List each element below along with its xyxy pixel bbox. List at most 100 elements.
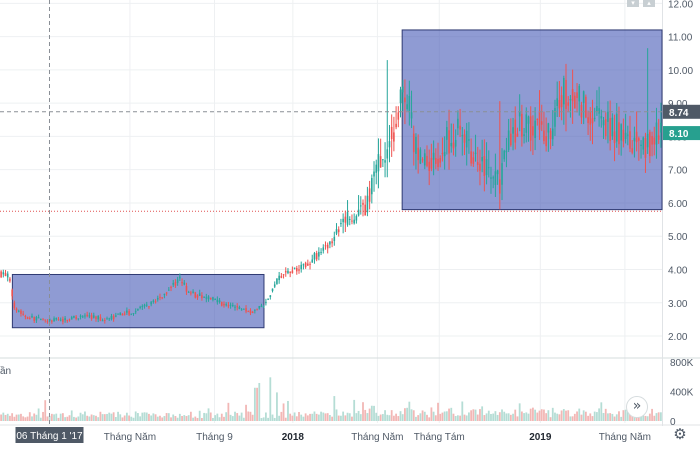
candle-body [428,161,430,171]
volume-bar [437,402,439,421]
candle-body [399,89,402,104]
volume-bar [154,414,157,421]
volume-bar [549,417,552,421]
volume-bar [306,415,309,421]
candle-body [545,136,547,147]
volume-bar [441,412,444,421]
candle-body [514,119,517,143]
candle-body [311,259,314,263]
candle-body [450,142,453,147]
volume-bar [417,415,420,421]
volume-bar [112,412,115,421]
candle-body [298,269,300,271]
volume-bar [42,411,44,421]
volume-bar [183,415,186,421]
volume-bar [600,402,603,421]
price-tick-label: 4.00 [668,265,688,276]
candle-body [31,315,33,318]
candle-body [547,123,550,133]
candle-body [17,310,20,312]
volume-bar [479,409,481,421]
candle-body [223,303,225,306]
volume-bar [174,416,177,421]
volume-label: ần [0,365,11,377]
volume-bar [125,412,128,421]
candle-body [132,312,135,314]
candle-body [589,111,592,125]
collapse-pane-icon[interactable]: ▾ [627,0,639,7]
volume-bar [229,414,232,421]
candle-body [70,317,73,320]
candle-body [46,321,49,323]
candle-body [382,159,384,161]
volume-bar [392,415,395,421]
volume-bar [15,414,18,421]
volume-bar [145,412,148,421]
candle-body [139,306,141,308]
volume-bar [430,407,433,421]
candle-body [232,304,234,306]
volume-bar [309,413,311,421]
volume-bar [558,414,561,421]
volume-bar [381,414,384,421]
candle-body [90,315,93,319]
volume-bar [626,411,629,421]
candle-body [192,291,194,293]
candle-body [393,132,395,142]
volume-bar [503,411,506,421]
candle-body [331,241,333,244]
volume-bar [439,413,442,421]
volume-bar [238,415,241,421]
volume-bar [251,414,254,421]
candle-body [159,296,161,298]
gear-icon[interactable]: ⚙ [673,425,687,443]
volume-bar [53,414,55,421]
volume-bar [218,417,221,421]
candle-body [640,144,642,147]
candle-body [633,137,636,142]
candle-body [278,275,280,281]
volume-bar [262,417,265,421]
volume-bar [485,413,488,421]
volume-bar [547,410,550,421]
candle-body [538,110,541,130]
candle-body [143,304,146,307]
candle-body [97,316,99,320]
volume-bar [452,413,455,421]
volume-bar [443,411,446,421]
volume-bar [461,401,464,421]
candle-body [106,318,108,320]
volume-bar [194,416,197,421]
candle-body [490,177,492,179]
candle-body [359,205,362,207]
volume-bar [6,413,9,421]
volume-bar [103,414,106,421]
maximize-pane-icon[interactable]: ▴ [643,0,655,7]
candle-body [432,152,435,160]
candle-body [196,295,199,298]
candle-body [92,315,95,318]
scroll-to-realtime-button[interactable]: » [626,396,648,418]
candle-body [156,297,159,300]
volume-bar [604,408,607,421]
candle-body [101,320,104,322]
candle-body [494,171,497,185]
volume-bar [399,411,402,421]
candle-body [353,219,355,224]
candle-body [441,153,444,155]
candle-body [404,97,406,103]
candle-body [655,122,658,145]
volume-bar [412,410,415,421]
volume-bar [331,416,334,421]
candle-body [205,297,208,299]
volume-bar [156,416,159,421]
volume-bar [507,413,510,421]
candle-body [225,304,227,306]
volume-bar [231,416,234,421]
candle-body [187,291,190,293]
candle-body [582,91,585,103]
candle-body [75,316,77,319]
candle-body [375,164,378,173]
volume-bar [2,412,5,421]
